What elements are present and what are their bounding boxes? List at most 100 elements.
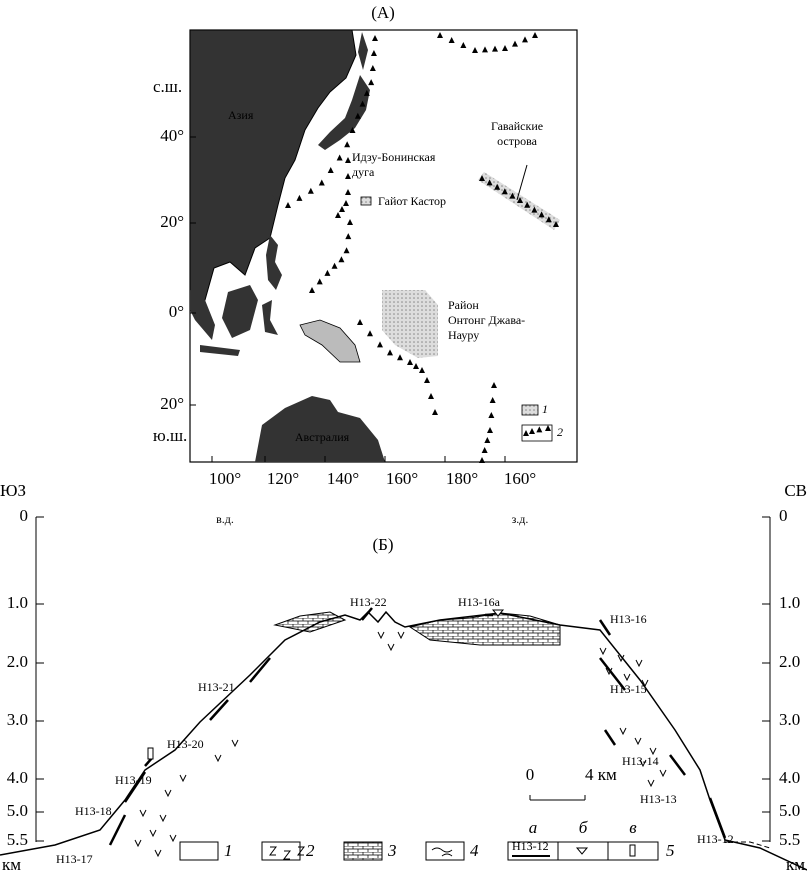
triangle — [472, 47, 478, 53]
triangle — [522, 36, 528, 43]
java — [200, 345, 240, 356]
triangle — [345, 233, 352, 240]
lat-label: ю.ш. — [153, 426, 187, 445]
lon-label: 180° — [446, 469, 478, 488]
volcanic-mark — [397, 631, 405, 640]
legend-box — [179, 841, 219, 861]
triangle — [327, 167, 334, 173]
depth-label: 5.0 — [779, 801, 800, 820]
volcanic-mark — [635, 659, 643, 668]
station-bar — [249, 657, 271, 683]
japan — [318, 75, 370, 150]
volcanic-mark — [149, 829, 157, 838]
triangle — [524, 201, 531, 208]
volcanic-mark — [649, 747, 657, 756]
triangle — [324, 269, 331, 276]
triangle — [479, 457, 485, 463]
triangle — [532, 32, 538, 38]
triangle — [491, 382, 497, 388]
legend-mark — [629, 844, 636, 857]
place-label: дуга — [352, 165, 375, 179]
lat-label: с.ш. — [153, 77, 182, 96]
triangle — [448, 37, 455, 43]
triangle — [316, 278, 323, 285]
asia — [189, 29, 357, 303]
legend — [179, 841, 659, 861]
legend-mark — [431, 847, 453, 857]
legend-box — [261, 841, 301, 861]
volcanic-mark — [159, 814, 167, 823]
lon-label: 120° — [267, 469, 299, 488]
place-label: Науру — [448, 328, 479, 342]
volcanic-mark — [169, 834, 177, 843]
trench-arcs — [285, 32, 559, 463]
triangle — [339, 206, 345, 212]
legend-sub: б — [579, 818, 588, 837]
core-mark — [147, 747, 154, 760]
triangle — [523, 430, 529, 436]
depth-label: 5.5 — [7, 830, 28, 849]
legend-label: 1 — [224, 841, 233, 860]
triangle — [359, 100, 366, 107]
volcanic-mark — [617, 654, 625, 663]
station-label: Н13-16а — [458, 595, 501, 609]
legend-box — [343, 841, 383, 861]
triangle — [345, 189, 351, 195]
volcanic-mark — [619, 727, 627, 736]
depth-label: 4.0 — [7, 768, 28, 787]
triangle — [363, 89, 370, 96]
place-label: Район — [448, 298, 479, 312]
rock-symbols — [134, 631, 667, 858]
triangle — [529, 428, 535, 434]
triangle — [460, 42, 467, 48]
triangle — [553, 221, 559, 227]
triangle — [487, 427, 493, 433]
volcanic-mark — [659, 769, 667, 778]
station-label: Н13-16 — [610, 612, 647, 626]
volcanic-mark — [231, 739, 239, 748]
station-bar — [598, 619, 612, 636]
legend-label: 2 — [306, 841, 315, 860]
place-label: Онтонг Джава- — [448, 313, 525, 327]
place-label: Австралия — [295, 430, 350, 444]
panel-label: (Б) — [372, 535, 393, 554]
depth-label: 1.0 — [7, 593, 28, 612]
legend-label: 1 — [542, 402, 548, 416]
scale-label: 4 км — [585, 765, 617, 784]
triangle — [509, 192, 516, 199]
triangle — [428, 393, 434, 399]
triangle — [336, 154, 343, 161]
triangle — [531, 206, 538, 213]
leader-line — [516, 164, 528, 201]
scale-label: 0 — [526, 765, 535, 784]
triangle — [369, 65, 376, 71]
legend-sub: а — [529, 818, 538, 837]
place-label: Гайот Кастор — [378, 194, 446, 208]
unit-label: км — [786, 855, 805, 874]
limestone-cap — [408, 612, 561, 646]
triangle — [354, 112, 361, 119]
triangle — [432, 409, 438, 415]
lat-label: 40° — [160, 126, 184, 145]
direction-label: СВ — [784, 481, 807, 500]
sulawesi — [262, 300, 278, 335]
legend-sub: в — [629, 818, 637, 837]
station-label: Н13-19 — [115, 773, 152, 787]
triangle — [512, 40, 518, 47]
volcanic-mark — [599, 647, 607, 656]
station-label: Н13-22 — [350, 595, 387, 609]
ontong-java-area — [382, 290, 438, 358]
depth-label: 2.0 — [779, 652, 800, 671]
triangle — [481, 447, 488, 453]
volcanic-mark — [154, 849, 162, 858]
map — [189, 29, 578, 463]
taiwan — [272, 195, 276, 210]
station-label: Н13-20 — [167, 737, 204, 751]
volcanic-mark — [377, 631, 385, 640]
triangle — [338, 256, 345, 263]
station-label: Н13-18 — [75, 804, 112, 818]
depth-label: 0 — [779, 506, 788, 525]
triangle — [517, 197, 523, 203]
depth-label: 3.0 — [779, 710, 800, 729]
triangle — [538, 211, 545, 218]
